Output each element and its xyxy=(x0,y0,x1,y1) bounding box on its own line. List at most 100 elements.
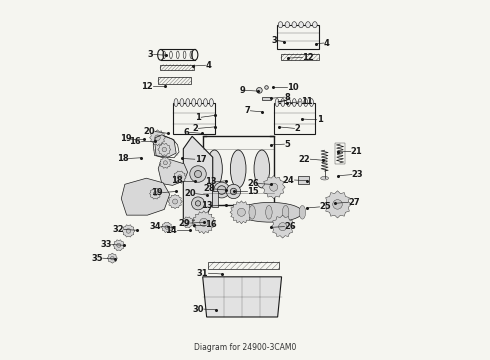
Text: 29: 29 xyxy=(179,219,191,228)
Circle shape xyxy=(230,188,237,195)
Ellipse shape xyxy=(306,22,310,28)
Text: 20: 20 xyxy=(184,189,196,198)
Text: 34: 34 xyxy=(149,222,161,231)
Text: 5: 5 xyxy=(285,140,290,149)
Polygon shape xyxy=(122,225,135,237)
Circle shape xyxy=(237,208,245,216)
Circle shape xyxy=(111,256,114,260)
Circle shape xyxy=(200,218,208,226)
Circle shape xyxy=(279,222,287,231)
Circle shape xyxy=(195,171,201,177)
Circle shape xyxy=(196,201,201,206)
Ellipse shape xyxy=(230,150,246,188)
Text: 1: 1 xyxy=(317,115,322,124)
Polygon shape xyxy=(149,130,166,145)
Ellipse shape xyxy=(304,99,308,107)
Ellipse shape xyxy=(285,22,290,28)
Text: 26: 26 xyxy=(247,179,259,188)
Polygon shape xyxy=(173,171,186,183)
Polygon shape xyxy=(230,201,253,224)
Text: 12: 12 xyxy=(302,53,314,62)
Text: 32: 32 xyxy=(113,225,124,234)
Text: 24: 24 xyxy=(283,176,294,185)
Bar xyxy=(262,97,271,100)
Ellipse shape xyxy=(266,206,272,219)
Bar xyxy=(335,143,345,164)
Circle shape xyxy=(226,184,241,199)
Circle shape xyxy=(117,243,121,247)
Ellipse shape xyxy=(174,99,178,107)
Circle shape xyxy=(256,87,262,93)
Text: 22: 22 xyxy=(298,155,310,164)
Circle shape xyxy=(155,135,160,140)
Text: 7: 7 xyxy=(245,106,250,115)
Text: 14: 14 xyxy=(165,226,177,235)
Text: Diagram for 24900-3CAM0: Diagram for 24900-3CAM0 xyxy=(194,343,296,352)
Polygon shape xyxy=(155,135,176,158)
Bar xyxy=(298,176,309,184)
Bar xyxy=(212,191,219,207)
Text: 8: 8 xyxy=(285,93,290,102)
Text: 13: 13 xyxy=(205,177,216,186)
Text: 33: 33 xyxy=(100,240,112,249)
Text: 10: 10 xyxy=(287,83,299,92)
Text: 18: 18 xyxy=(171,176,182,185)
Circle shape xyxy=(270,183,278,191)
Bar xyxy=(203,136,274,205)
Text: 18: 18 xyxy=(117,154,128,163)
Polygon shape xyxy=(149,188,161,199)
Text: 13: 13 xyxy=(201,201,213,210)
Ellipse shape xyxy=(254,150,270,188)
Text: 26: 26 xyxy=(285,222,296,231)
Polygon shape xyxy=(203,277,282,317)
Text: 23: 23 xyxy=(352,170,364,179)
Ellipse shape xyxy=(320,176,329,180)
Text: 3: 3 xyxy=(271,36,277,45)
Circle shape xyxy=(172,199,177,204)
Text: 1: 1 xyxy=(196,113,201,122)
Ellipse shape xyxy=(238,202,302,222)
Text: 21: 21 xyxy=(351,147,363,156)
Text: 20: 20 xyxy=(144,127,155,136)
Polygon shape xyxy=(158,159,188,185)
Ellipse shape xyxy=(292,22,296,28)
Polygon shape xyxy=(168,194,182,209)
Text: 4: 4 xyxy=(205,61,211,70)
Polygon shape xyxy=(113,240,124,251)
Ellipse shape xyxy=(293,99,296,107)
Circle shape xyxy=(218,186,226,194)
Circle shape xyxy=(126,229,131,233)
Ellipse shape xyxy=(180,99,184,107)
Bar xyxy=(158,77,191,84)
Text: 25: 25 xyxy=(319,202,331,211)
Ellipse shape xyxy=(310,99,314,107)
Polygon shape xyxy=(107,253,117,263)
Ellipse shape xyxy=(275,99,279,107)
Text: 35: 35 xyxy=(91,254,102,263)
Polygon shape xyxy=(271,215,294,238)
Text: 4: 4 xyxy=(324,39,330,48)
Polygon shape xyxy=(183,136,213,220)
Text: 19: 19 xyxy=(151,188,163,197)
Text: 2: 2 xyxy=(294,124,300,133)
Circle shape xyxy=(162,147,167,152)
Text: 28: 28 xyxy=(203,184,215,193)
Ellipse shape xyxy=(186,99,190,107)
Polygon shape xyxy=(324,191,351,218)
Bar xyxy=(173,103,215,134)
Ellipse shape xyxy=(299,22,303,28)
Text: 31: 31 xyxy=(197,269,208,278)
Text: 2: 2 xyxy=(193,124,198,133)
Ellipse shape xyxy=(207,150,222,188)
Circle shape xyxy=(333,199,343,209)
Circle shape xyxy=(186,220,190,224)
Circle shape xyxy=(190,166,206,182)
Text: 6: 6 xyxy=(184,128,190,137)
Text: 9: 9 xyxy=(239,86,245,95)
Circle shape xyxy=(177,175,182,179)
Polygon shape xyxy=(262,176,285,199)
Circle shape xyxy=(265,86,269,89)
Circle shape xyxy=(163,161,168,165)
Text: 16: 16 xyxy=(205,220,217,229)
Polygon shape xyxy=(160,157,171,168)
